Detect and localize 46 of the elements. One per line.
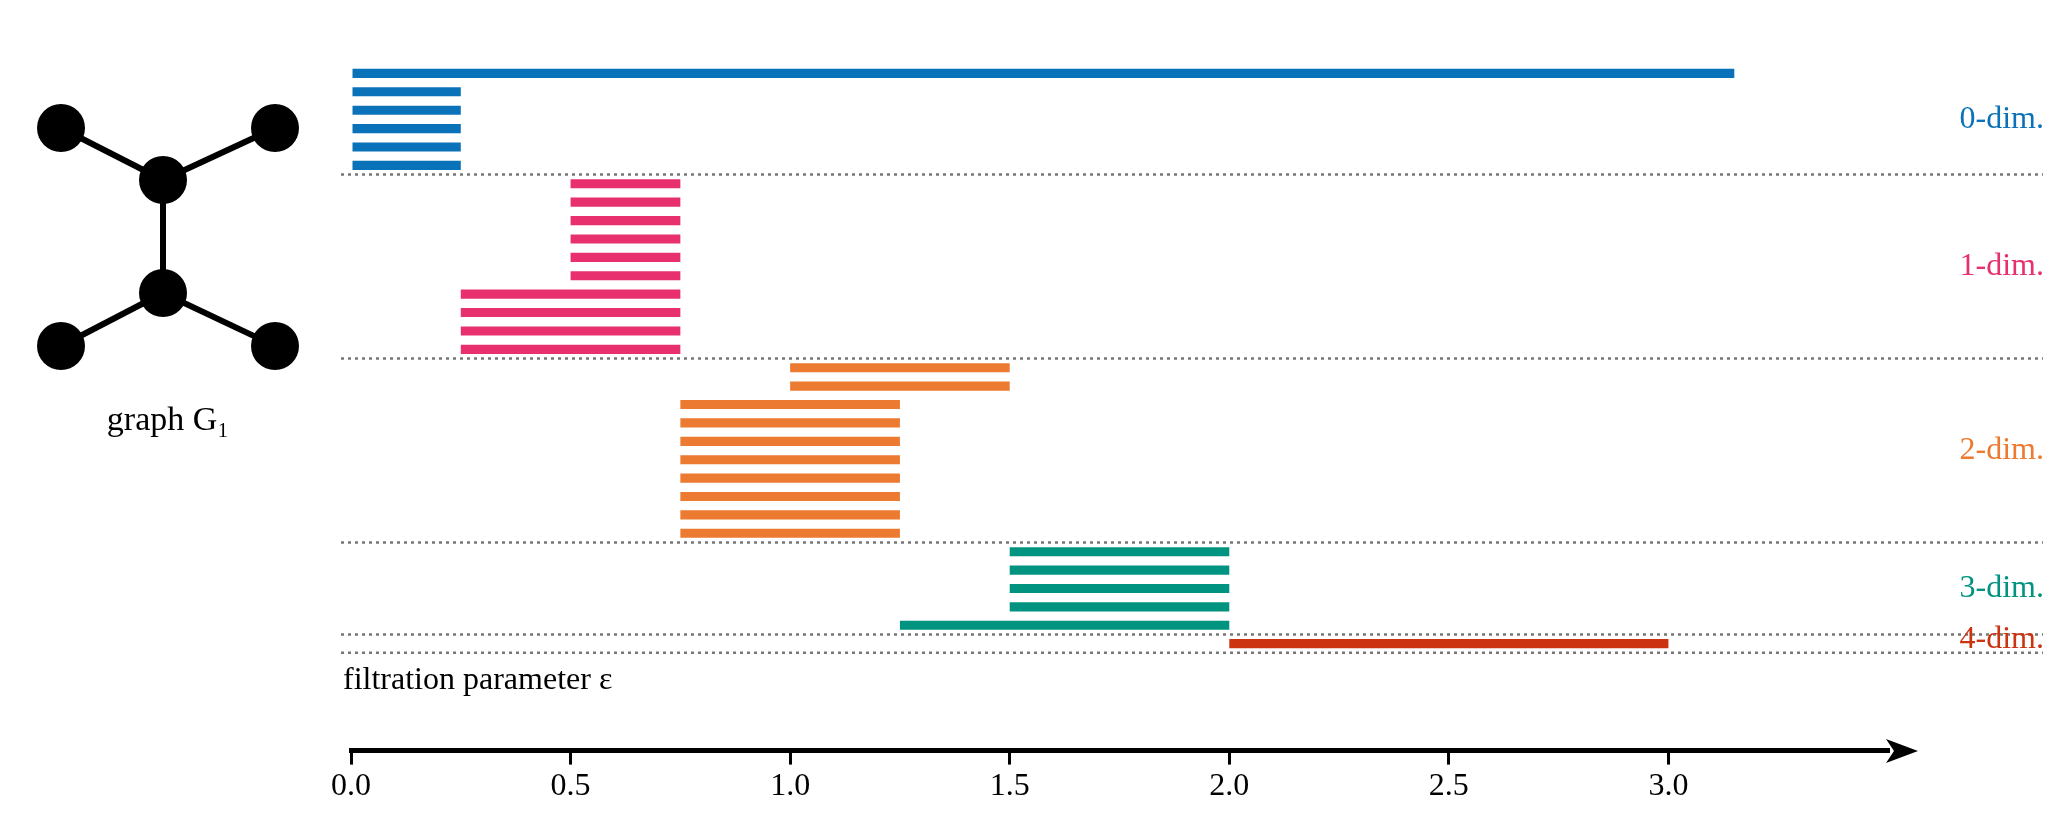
text: graph G₁ <box>106 400 230 438</box>
text: 0-dim. <box>1959 98 2044 135</box>
text: 2-dim. <box>1959 429 2044 466</box>
x-tick-label: 3.0 <box>1648 766 1689 803</box>
bar <box>570 179 681 189</box>
x-tick-label: 1.5 <box>989 766 1030 803</box>
text: 4-dim. <box>1959 619 2044 656</box>
bar <box>570 216 681 226</box>
bar <box>460 308 681 318</box>
bar <box>460 344 681 354</box>
bar <box>899 620 1230 630</box>
bar <box>570 271 681 281</box>
bar <box>680 399 900 410</box>
bar <box>1009 547 1230 557</box>
bar <box>680 510 900 520</box>
bar <box>570 234 681 244</box>
bar <box>352 142 461 152</box>
bar <box>680 418 900 428</box>
bar <box>680 436 900 446</box>
x-axis-title: filtration parameter ε <box>343 659 613 696</box>
bar <box>460 289 681 299</box>
bar <box>352 87 461 97</box>
x-tick-label: 0.0 <box>331 766 371 803</box>
x-tick-label: 0.5 <box>550 766 591 803</box>
bar <box>352 105 461 115</box>
bar <box>790 363 1010 373</box>
bar <box>1009 565 1230 575</box>
bar <box>1009 583 1230 594</box>
x-tick-label: 1.0 <box>770 766 811 803</box>
text: 1-dim. <box>1959 245 2044 282</box>
text: 3-dim. <box>1959 567 2044 604</box>
bar <box>352 160 461 170</box>
x-tick-label: 2.5 <box>1428 766 1469 803</box>
bar <box>680 473 900 483</box>
bar <box>352 124 461 134</box>
bar <box>680 455 900 465</box>
bar <box>1229 639 1669 649</box>
bar <box>680 491 900 502</box>
bar <box>570 252 681 262</box>
bar <box>460 326 681 336</box>
bar <box>680 528 900 538</box>
bar <box>1009 602 1230 612</box>
bar <box>570 197 681 207</box>
bar <box>352 68 1735 78</box>
bar <box>790 381 1010 391</box>
x-tick-label: 2.0 <box>1209 766 1250 803</box>
